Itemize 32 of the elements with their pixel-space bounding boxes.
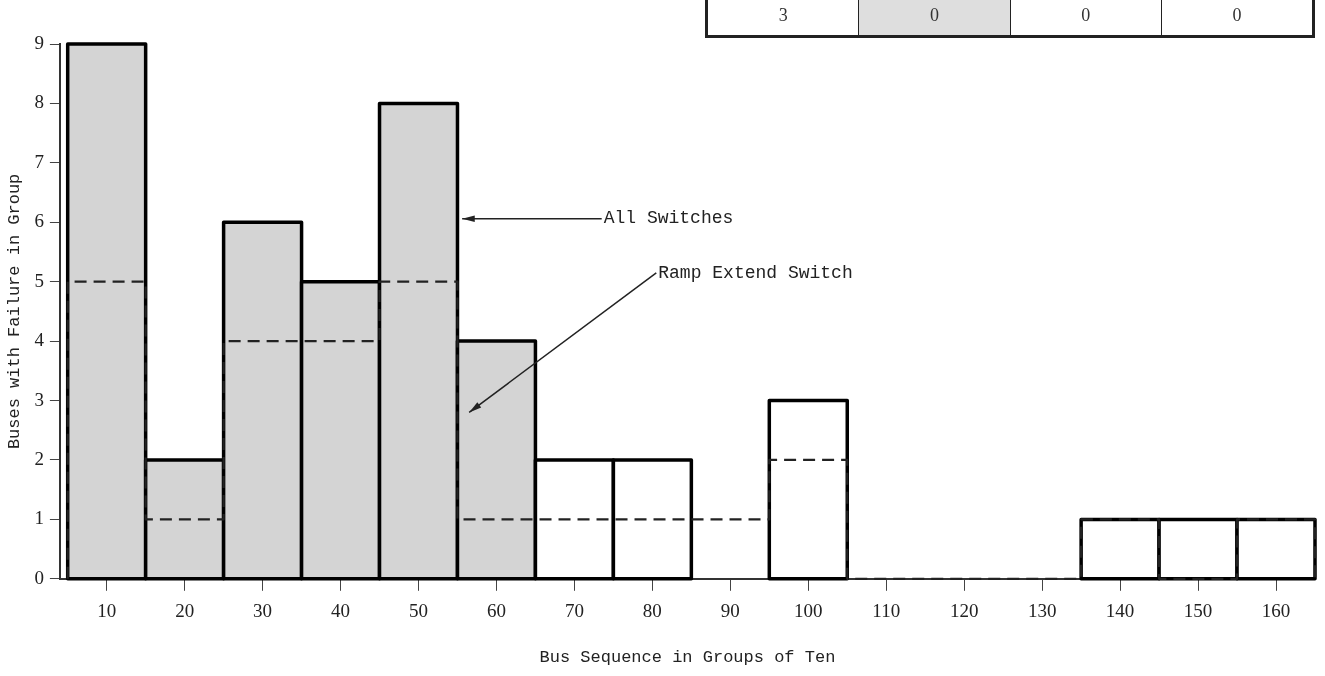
- y-tick-label: 0: [34, 566, 44, 588]
- x-tick-label: 10: [97, 600, 117, 622]
- y-tick-label: 5: [34, 269, 44, 291]
- y-tick-label: 4: [34, 329, 45, 351]
- x-tick-label: 40: [331, 600, 351, 622]
- x-tick-label: 30: [253, 600, 273, 622]
- y-tick-label: 6: [34, 210, 44, 232]
- y-tick-label: 8: [34, 91, 44, 113]
- x-tick-label: 50: [409, 600, 428, 622]
- x-tick-label: 150: [1183, 600, 1213, 622]
- x-tick-label: 110: [872, 600, 901, 622]
- x-tick-label: 60: [486, 600, 506, 622]
- x-tick-label: 100: [794, 600, 823, 622]
- y-tick-label: 9: [34, 31, 44, 53]
- x-tick-label: 90: [720, 600, 740, 622]
- text: Ramp Extend Switch: [658, 262, 853, 283]
- y-tick-label: 1: [34, 507, 44, 529]
- x-tick-label: 80: [642, 600, 662, 622]
- shaded-cell: 0: [858, 0, 1010, 35]
- y-tick-label: 7: [34, 150, 44, 172]
- x-tick-label: 20: [175, 600, 195, 622]
- table: 3 0 0 0: [705, 0, 1315, 38]
- y-axis-title: Buses with Failure in Group: [4, 173, 24, 450]
- x-tick-label: 160: [1261, 600, 1291, 622]
- x-tick-label: 130: [1027, 600, 1057, 622]
- text: All Switches: [603, 208, 734, 229]
- y-tick-label: 2: [34, 447, 44, 469]
- x-tick-label: 70: [564, 600, 584, 622]
- y-tick-label: 3: [34, 388, 44, 410]
- x-axis-title: Bus Sequence in Groups of Ten: [539, 648, 836, 668]
- x-tick-label: 120: [949, 600, 979, 622]
- x-tick-label: 140: [1105, 600, 1135, 622]
